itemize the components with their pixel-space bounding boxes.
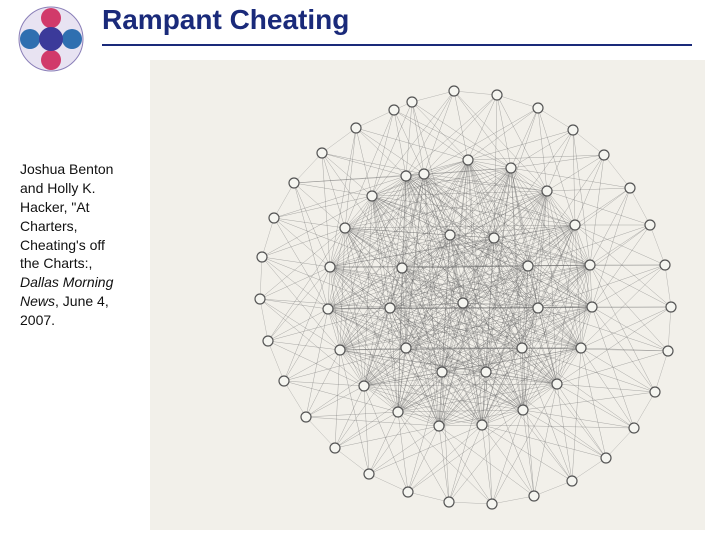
network-node bbox=[542, 186, 552, 196]
network-node bbox=[359, 381, 369, 391]
network-node bbox=[437, 367, 447, 377]
citation-block: Joshua Benton and Holly K. Hacker, "At C… bbox=[20, 160, 140, 330]
network-node bbox=[645, 220, 655, 230]
network-node bbox=[650, 387, 660, 397]
network-node bbox=[323, 304, 333, 314]
network-node bbox=[601, 453, 611, 463]
network-node bbox=[434, 421, 444, 431]
citation-line: , June 4, bbox=[55, 293, 109, 309]
network-node bbox=[533, 103, 543, 113]
network-node bbox=[317, 148, 327, 158]
logo-petal-left bbox=[20, 29, 40, 49]
network-node bbox=[625, 183, 635, 193]
network-node bbox=[552, 379, 562, 389]
network-node bbox=[458, 298, 468, 308]
network-node bbox=[663, 346, 673, 356]
network-node bbox=[533, 303, 543, 313]
title-underline bbox=[102, 44, 692, 46]
network-node bbox=[325, 262, 335, 272]
network-node bbox=[585, 260, 595, 270]
network-node bbox=[481, 367, 491, 377]
network-node bbox=[407, 97, 417, 107]
network-node bbox=[477, 420, 487, 430]
network-node bbox=[351, 123, 361, 133]
logo-center bbox=[39, 27, 63, 51]
citation-line: and Holly K. bbox=[20, 180, 95, 196]
citation-line: Charters, bbox=[20, 218, 78, 234]
network-node bbox=[255, 294, 265, 304]
slide-title: Rampant Cheating bbox=[102, 4, 349, 36]
citation-line: the Charts:, bbox=[20, 255, 92, 271]
logo-petal-top bbox=[41, 8, 61, 28]
logo bbox=[18, 6, 84, 72]
network-node bbox=[463, 155, 473, 165]
network-node bbox=[444, 497, 454, 507]
network-node bbox=[389, 105, 399, 115]
network-node bbox=[449, 86, 459, 96]
network-node bbox=[567, 476, 577, 486]
network-node bbox=[335, 345, 345, 355]
network-node bbox=[570, 220, 580, 230]
network-node bbox=[401, 343, 411, 353]
citation-line: 2007. bbox=[20, 312, 55, 328]
logo-svg bbox=[18, 6, 84, 72]
network-node bbox=[529, 491, 539, 501]
network-node bbox=[445, 230, 455, 240]
citation-line-ital: News bbox=[20, 293, 55, 309]
network-svg bbox=[150, 60, 705, 530]
network-node bbox=[587, 302, 597, 312]
network-node bbox=[340, 223, 350, 233]
network-node bbox=[487, 499, 497, 509]
network-node bbox=[364, 469, 374, 479]
network-node bbox=[660, 260, 670, 270]
citation-line: Joshua Benton bbox=[20, 161, 113, 177]
network-node bbox=[506, 163, 516, 173]
slide: Rampant Cheating Joshua Benton and Holly… bbox=[0, 0, 720, 540]
network-node bbox=[523, 261, 533, 271]
network-node bbox=[385, 303, 395, 313]
network-node bbox=[666, 302, 676, 312]
network-node bbox=[419, 169, 429, 179]
network-node bbox=[489, 233, 499, 243]
network-node bbox=[492, 90, 502, 100]
network-node bbox=[576, 343, 586, 353]
network-node bbox=[301, 412, 311, 422]
network-node bbox=[517, 343, 527, 353]
network-node bbox=[403, 487, 413, 497]
network-node bbox=[568, 125, 578, 135]
citation-line: Hacker, "At bbox=[20, 199, 90, 215]
logo-petal-bottom bbox=[41, 50, 61, 70]
network-node bbox=[330, 443, 340, 453]
network-node bbox=[629, 423, 639, 433]
network-node bbox=[397, 263, 407, 273]
citation-line: Cheating's off bbox=[20, 237, 105, 253]
network-node bbox=[401, 171, 411, 181]
network-node bbox=[367, 191, 377, 201]
network-node bbox=[289, 178, 299, 188]
network-node bbox=[263, 336, 273, 346]
network-node bbox=[257, 252, 267, 262]
network-node bbox=[279, 376, 289, 386]
network-node bbox=[599, 150, 609, 160]
citation-line-ital: Dallas Morning bbox=[20, 274, 113, 290]
logo-petal-right bbox=[62, 29, 82, 49]
network-node bbox=[518, 405, 528, 415]
network-node bbox=[269, 213, 279, 223]
network-figure bbox=[150, 60, 705, 530]
network-node bbox=[393, 407, 403, 417]
